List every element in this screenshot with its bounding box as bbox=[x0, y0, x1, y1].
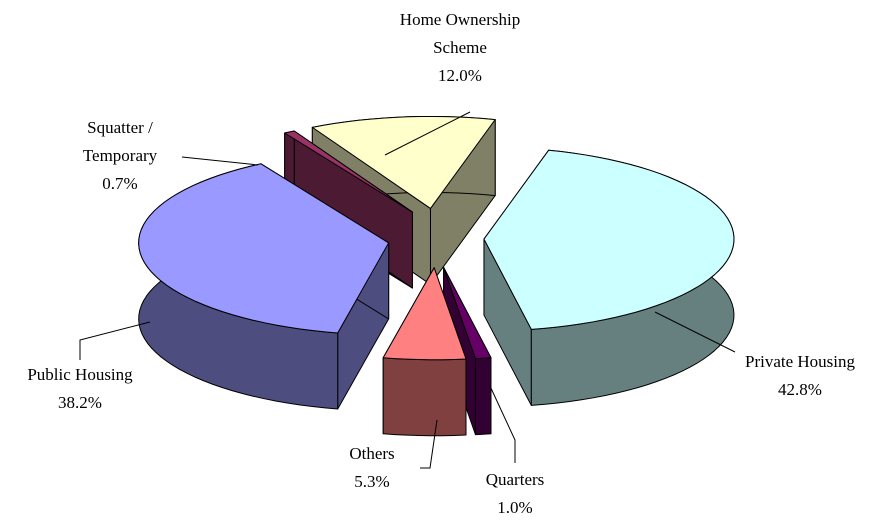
leader-line bbox=[489, 385, 516, 463]
leader-line bbox=[79, 321, 151, 360]
slice-top bbox=[443, 266, 492, 360]
pie-slice bbox=[138, 163, 390, 410]
pie-slice bbox=[483, 149, 735, 406]
value-label: 0.7% bbox=[102, 174, 138, 193]
slice-label: Public Housing 38.2% bbox=[5, 361, 155, 417]
slice-outer-wall bbox=[474, 357, 492, 436]
slice-label: Private Housing 42.8% bbox=[725, 348, 875, 404]
slice-outer-wall bbox=[382, 357, 467, 437]
slice-top bbox=[382, 267, 467, 361]
value-label: 5.3% bbox=[354, 472, 390, 491]
category-name: Home Ownership Scheme bbox=[399, 10, 521, 57]
category-name: Public Housing bbox=[27, 365, 133, 384]
slice-label: Home Ownership Scheme 12.0% bbox=[390, 6, 530, 90]
category-name: Quarters bbox=[485, 470, 545, 489]
pie-slice bbox=[382, 267, 467, 437]
value-label: 12.0% bbox=[438, 66, 482, 85]
slice-label: Quarters 1.0% bbox=[465, 466, 565, 521]
leader-line bbox=[181, 156, 259, 166]
slice-top bbox=[311, 115, 496, 209]
value-label: 1.0% bbox=[497, 498, 533, 517]
category-name: Others bbox=[349, 444, 395, 463]
slice-top bbox=[483, 149, 735, 330]
category-name: Squatter / Temporary bbox=[82, 118, 158, 165]
slice-top bbox=[138, 163, 390, 334]
leader-line bbox=[420, 419, 438, 469]
slice-label: Squatter / Temporary 0.7% bbox=[70, 114, 170, 198]
leader-line bbox=[654, 311, 736, 353]
leader-line bbox=[384, 111, 471, 156]
slice-top bbox=[284, 130, 413, 213]
value-label: 42.8% bbox=[778, 380, 822, 399]
value-label: 38.2% bbox=[58, 393, 102, 412]
category-name: Private Housing bbox=[744, 352, 856, 371]
slice-label: Others 5.3% bbox=[322, 440, 422, 496]
